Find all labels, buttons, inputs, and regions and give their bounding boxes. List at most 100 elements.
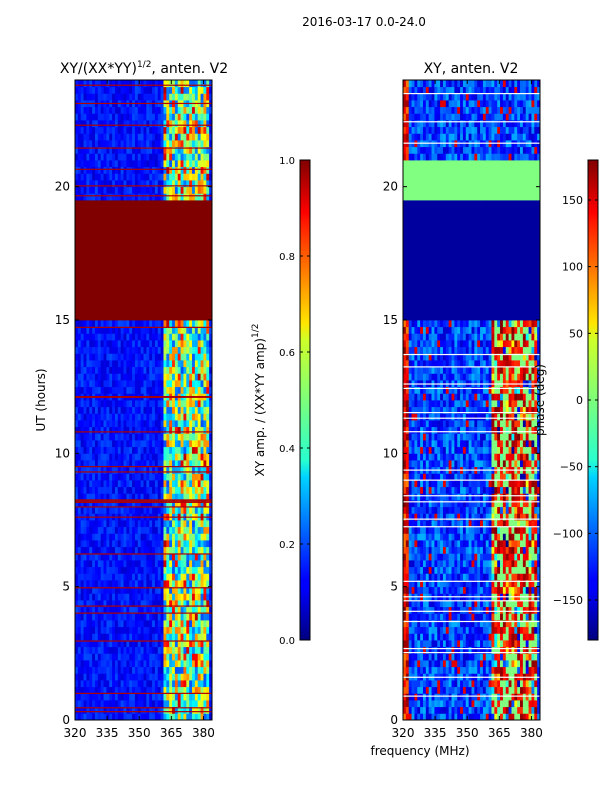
heatmap-cell [140, 493, 144, 501]
heatmap-cell [146, 340, 150, 348]
heatmap-cell [129, 233, 133, 241]
heatmap-cell [112, 520, 116, 528]
heatmap-cell [152, 460, 156, 468]
heatmap-cell [194, 493, 199, 501]
heatmap-cell [126, 473, 130, 481]
heatmap-cell [174, 140, 179, 148]
heatmap-cell [172, 680, 176, 688]
heatmap-cell [146, 360, 150, 368]
heatmap-cell [180, 133, 184, 141]
heatmap-cell [75, 526, 79, 534]
heatmap-cell [112, 286, 116, 294]
heatmap-cell [117, 600, 122, 608]
heatmap-cell [194, 360, 199, 368]
heatmap-cell [163, 600, 167, 608]
heatmap-cell [97, 460, 102, 468]
heatmap-cell [75, 613, 79, 621]
heatmap-cell [114, 520, 119, 528]
heatmap-cell [166, 173, 170, 181]
heatmap-cell [126, 433, 130, 441]
heatmap-cell [146, 413, 150, 421]
heatmap-cell [140, 433, 144, 441]
heatmap-cell [109, 313, 113, 321]
heatmap-cell [160, 500, 164, 508]
heatmap-cell [197, 233, 201, 241]
heatmap-cell [75, 426, 79, 434]
heatmap-cell [114, 153, 119, 161]
heatmap-cell [137, 326, 142, 334]
heatmap-cell [203, 540, 207, 548]
heatmap-cell [112, 253, 116, 261]
heatmap-cell [92, 520, 96, 528]
heatmap-cell [123, 86, 127, 94]
heatmap-cell [75, 713, 79, 720]
heatmap-cell [100, 306, 104, 314]
heatmap-cell [477, 686, 481, 694]
heatmap-cell [86, 540, 90, 548]
streak-line [75, 612, 212, 614]
heatmap-cell [109, 606, 113, 614]
heatmap-cell [192, 233, 196, 241]
heatmap-cell [86, 293, 90, 301]
heatmap-cell [194, 693, 199, 701]
heatmap-cell [134, 233, 139, 241]
heatmap-cell [203, 346, 207, 354]
heatmap-cell [100, 260, 104, 268]
heatmap-cell [89, 306, 93, 314]
heatmap-cell [137, 706, 142, 714]
heatmap-cell [117, 446, 122, 454]
heatmap-cell [528, 706, 532, 714]
heatmap-cell [163, 653, 167, 661]
heatmap-cell [117, 440, 122, 448]
heatmap-cell [97, 586, 102, 594]
heatmap-cell [97, 246, 102, 254]
heatmap-cell [194, 80, 199, 88]
heatmap-cell [200, 586, 204, 594]
heatmap-cell [180, 433, 184, 441]
heatmap-cell [103, 440, 107, 448]
heatmap-cell [120, 413, 124, 421]
heatmap-cell [83, 180, 87, 188]
heatmap-cell [75, 546, 79, 554]
heatmap-cell [120, 346, 124, 354]
heatmap-cell [92, 293, 96, 301]
heatmap-cell [209, 686, 212, 694]
heatmap-cell [114, 340, 119, 348]
heatmap-cell [174, 206, 179, 214]
heatmap-cell [123, 326, 127, 334]
heatmap-cell [100, 113, 104, 121]
heatmap-cell [89, 693, 93, 701]
heatmap-cell [186, 246, 190, 254]
heatmap-cell [157, 126, 162, 134]
heatmap-cell [174, 686, 179, 694]
heatmap-cell [437, 693, 441, 701]
heatmap-cell [146, 433, 150, 441]
heatmap-cell [103, 580, 107, 588]
heatmap-cell [83, 540, 87, 548]
heatmap-cell [129, 526, 133, 534]
heatmap-cell [528, 713, 532, 720]
heatmap-cell [172, 606, 176, 614]
heatmap-cell [157, 313, 162, 321]
heatmap-cell [186, 233, 190, 241]
heatmap-cell [203, 546, 207, 554]
heatmap-cell [174, 233, 179, 241]
heatmap-cell [160, 420, 164, 428]
heatmap-cell [180, 480, 184, 488]
heatmap-cell [134, 600, 139, 608]
heatmap-cell [137, 373, 142, 381]
heatmap-cell [154, 166, 159, 174]
heatmap-cell [94, 440, 99, 448]
heatmap-cell [89, 680, 93, 688]
heatmap-cell [112, 153, 116, 161]
heatmap-cell [103, 606, 107, 614]
heatmap-cell [169, 560, 173, 568]
heatmap-cell [132, 480, 136, 488]
heatmap-cell [100, 220, 104, 228]
heatmap-cell [120, 713, 124, 720]
heatmap-cell [169, 480, 173, 488]
heatmap-cell [197, 600, 201, 608]
heatmap-cell [132, 486, 136, 494]
heatmap-cell [172, 653, 176, 661]
heatmap-cell [80, 180, 84, 188]
